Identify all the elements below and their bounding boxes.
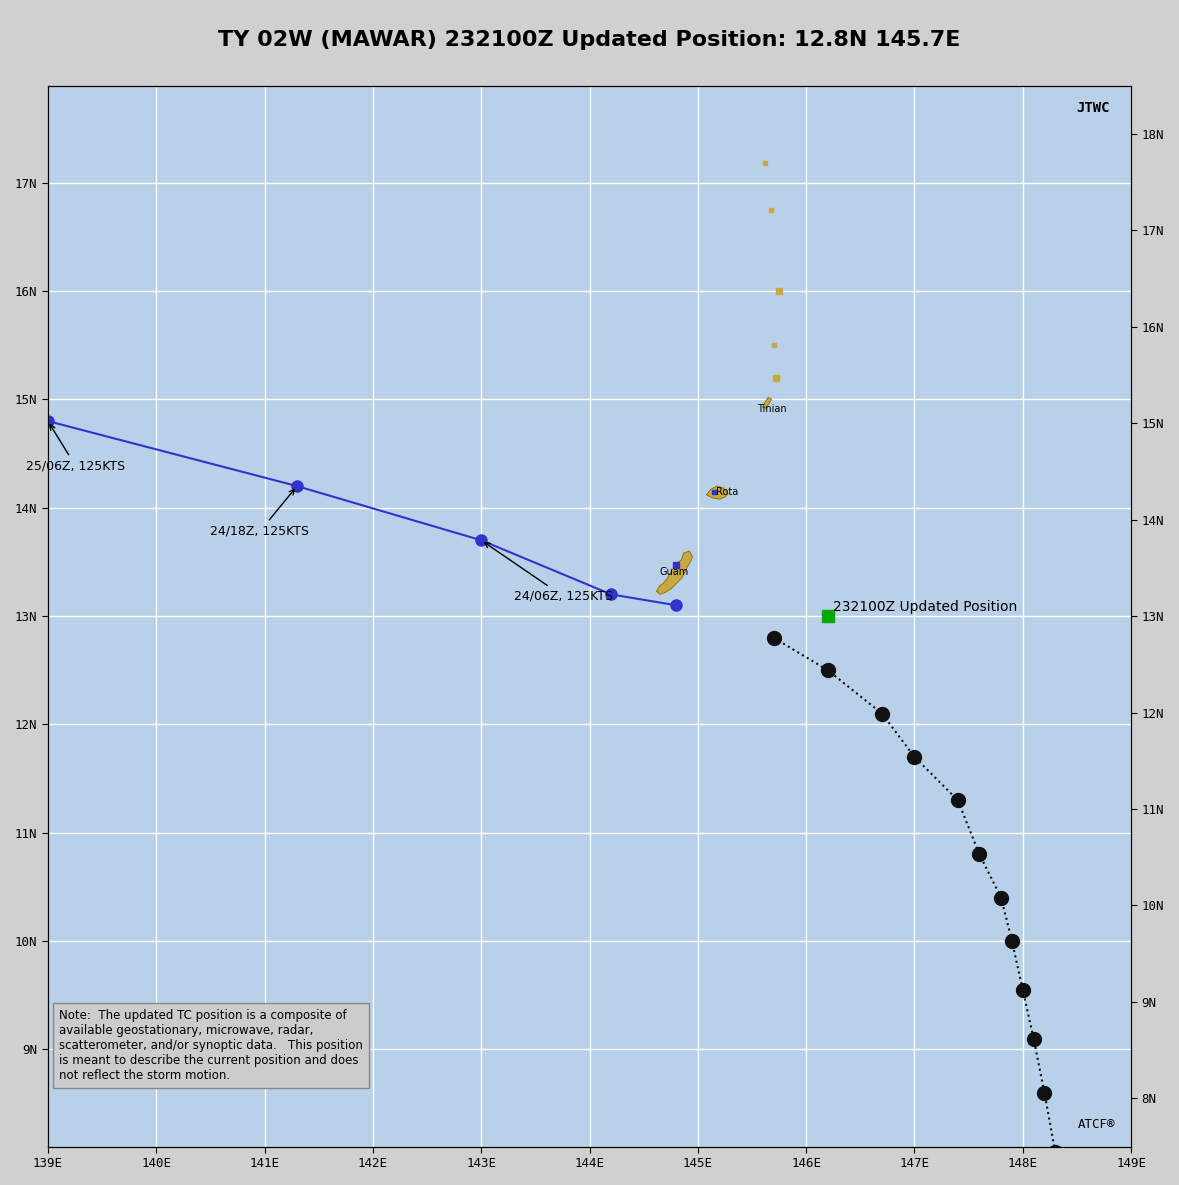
Text: ATCF®: ATCF® [1078,1117,1115,1130]
Polygon shape [706,486,729,499]
Text: 24/18Z, 125KTS: 24/18Z, 125KTS [210,489,309,538]
Text: TY 02W (MAWAR) 232100Z Updated Position: 12.8N 145.7E: TY 02W (MAWAR) 232100Z Updated Position:… [218,30,961,50]
Text: Tinian: Tinian [757,404,788,415]
Text: 25/06Z, 125KTS: 25/06Z, 125KTS [26,424,125,473]
Text: Guam: Guam [660,566,690,577]
Text: 232100Z Updated Position: 232100Z Updated Position [834,600,1017,614]
Polygon shape [657,551,692,595]
Text: Note:  The updated TC position is a composite of
available geostationary, microw: Note: The updated TC position is a compo… [59,1008,363,1082]
Polygon shape [763,397,771,408]
Text: JTWC: JTWC [1076,102,1109,115]
Text: Rota: Rota [716,487,738,497]
Text: 24/06Z, 125KTS: 24/06Z, 125KTS [485,543,613,603]
